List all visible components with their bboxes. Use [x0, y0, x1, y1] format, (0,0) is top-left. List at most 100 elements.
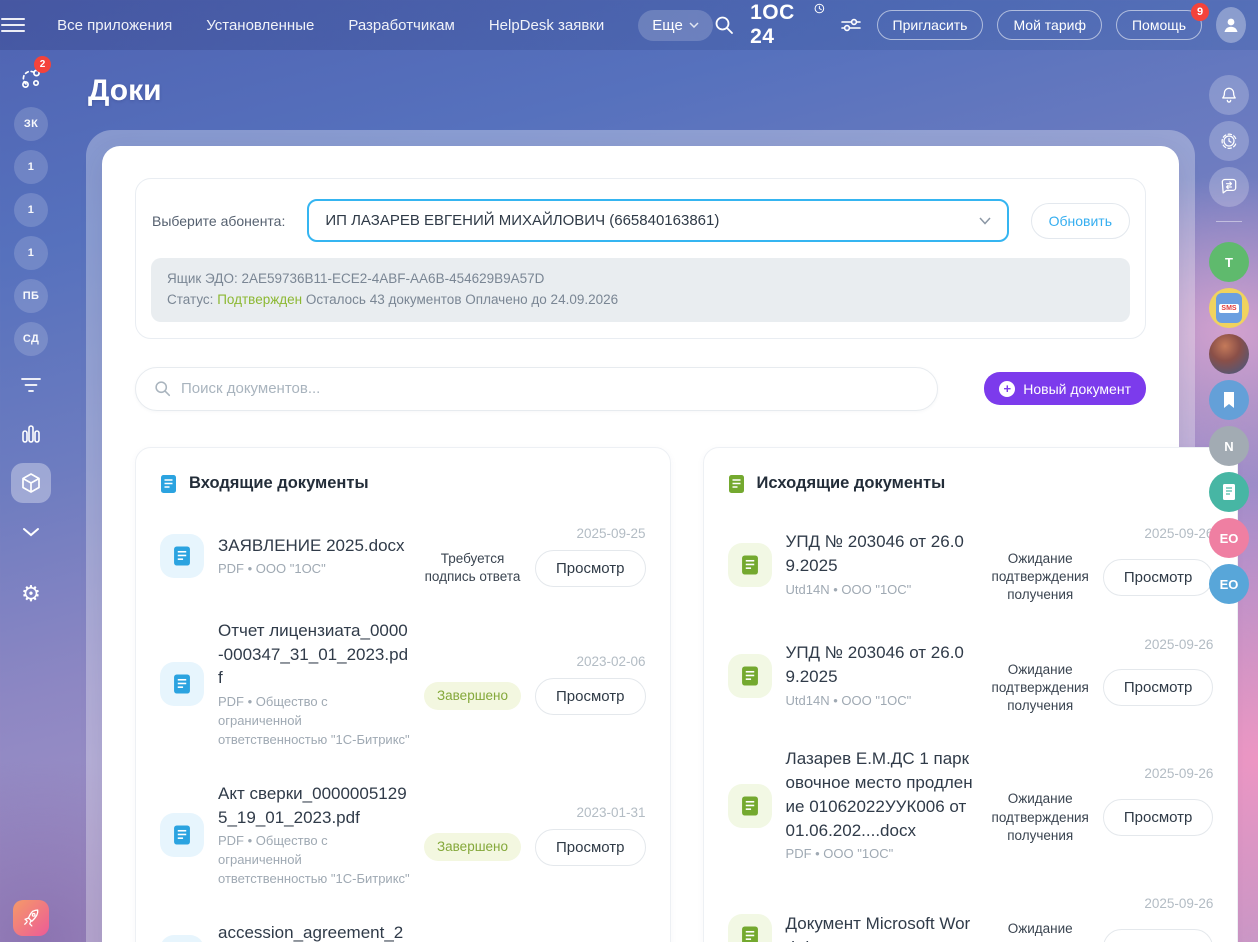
remaining-docs: Осталось 43 документов	[305, 291, 462, 307]
avatar-n[interactable]: N	[1209, 426, 1249, 466]
document-title: Акт сверки_00000051295_19_01_2023.pdf	[218, 783, 407, 827]
document-title: УПД № 203046 от 26.09.2025	[785, 532, 964, 576]
view-button[interactable]: Просмотр	[535, 828, 646, 866]
search-field[interactable]	[135, 366, 939, 411]
search-icon[interactable]	[713, 11, 736, 39]
settings-gear-icon[interactable]: ⚙	[21, 582, 41, 607]
sidebar-item-1b[interactable]: 1	[14, 193, 48, 227]
new-document-button[interactable]: + Новый документ	[984, 372, 1146, 406]
document-title: Документ Microsoft Word.docx	[785, 913, 971, 942]
sidebar-item-sd[interactable]: СД	[14, 322, 48, 356]
bell-icon[interactable]	[1209, 75, 1249, 115]
status-label: Статус:	[167, 291, 214, 307]
document-row: Лазарев Е.М.ДС 1 парковочное место продл…	[727, 747, 1214, 864]
docs-toolbar: + Новый документ	[135, 366, 1146, 411]
help-badge: 9	[1191, 3, 1210, 21]
nav-all-apps[interactable]: Все приложения	[57, 16, 173, 34]
main-content: Доки Выберите абонента: ИП ЛАЗАРЕВ ЕВГЕН…	[62, 50, 1258, 942]
view-button[interactable]: Просмотр	[1102, 929, 1214, 942]
integrations-icon[interactable]: 2	[11, 56, 51, 98]
document-icon	[160, 813, 204, 858]
page-title: Доки	[88, 74, 162, 107]
subscriber-select[interactable]: ИП ЛАЗАРЕВ ЕВГЕНИЙ МИХАЙЛОВИЧ (665840163…	[307, 199, 1009, 242]
document-meta: PDF • ООО "1ОС"	[785, 846, 894, 862]
view-button[interactable]: Просмотр	[1102, 558, 1214, 596]
document-columns: Входящие документы ЗАЯВЛЕНИЕ 2025.docx P…	[135, 446, 1239, 942]
note-doc-icon[interactable]	[1209, 472, 1249, 512]
sidebar-item-zk[interactable]: ЗК	[14, 107, 48, 141]
nav-installed[interactable]: Установленные	[206, 16, 315, 34]
view-button[interactable]: Просмотр	[535, 677, 646, 715]
document-row: Акт сверки_00000051295_19_01_2023.pdf PD…	[160, 782, 646, 889]
nav-helpdesk[interactable]: HelpDesk заявки	[488, 16, 605, 34]
document-icon	[160, 534, 204, 579]
funnel-icon[interactable]	[11, 365, 51, 405]
document-meta: PDF • Общество с ограниченной ответствен…	[218, 694, 410, 747]
avatar-eo-blue[interactable]: ЕО	[1209, 564, 1249, 604]
top-bar: Все приложения Установленные Разработчик…	[0, 0, 1258, 50]
view-button[interactable]: Просмотр	[1102, 669, 1214, 707]
document-date: 2023-01-31	[576, 804, 646, 820]
document-date: 2025-09-26	[1144, 896, 1214, 912]
sidebar-item-1a[interactable]: 1	[14, 150, 48, 184]
document-meta: PDF • ООО "1ОС"	[218, 561, 326, 577]
incoming-documents-card: Входящие документы ЗАЯВЛЕНИЕ 2025.docx P…	[135, 446, 671, 942]
subscriber-label: Выберите абонента:	[152, 212, 286, 229]
search-input[interactable]	[181, 380, 920, 398]
document-icon	[727, 913, 772, 942]
chat-transfer-icon[interactable]	[1209, 167, 1249, 207]
sms-app-icon[interactable]: SMS	[1209, 288, 1249, 328]
document-status-badge: Завершено	[424, 833, 522, 862]
document-title: accession_agreement_2022_919015_20230201…	[218, 922, 404, 942]
bookmark-icon[interactable]	[1209, 380, 1249, 420]
document-date: 2025-09-25	[576, 525, 646, 541]
view-button[interactable]: Просмотр	[535, 549, 646, 587]
document-row: accession_agreement_2022_919015_20230201…	[160, 921, 646, 942]
stats-icon[interactable]	[11, 414, 51, 454]
view-button[interactable]: Просмотр	[1102, 799, 1214, 837]
document-status: Ожидание подтверждения получения	[992, 921, 1089, 942]
docs-app-icon[interactable]	[11, 463, 51, 503]
sidebar-item-pb[interactable]: ПБ	[14, 279, 48, 313]
photo-avatar[interactable]	[1209, 334, 1249, 374]
top-nav: Все приложения Установленные Разработчик…	[57, 9, 713, 41]
invite-button[interactable]: Пригласить	[876, 10, 984, 40]
document-meta: PDF • Общество с ограниченной ответствен…	[218, 833, 410, 887]
document-row: УПД № 203046 от 26.09.2025 Utd14N • ООО …	[727, 525, 1214, 605]
rocket-icon[interactable]	[13, 900, 49, 936]
nav-more-button[interactable]: Еще	[638, 9, 713, 41]
tariff-button[interactable]: Мой тариф	[997, 10, 1102, 40]
document-meta: Utd14N • ООО "1ОС"	[785, 692, 912, 708]
subscriber-selected-value: ИП ЛАЗАРЕВ ЕВГЕНИЙ МИХАЙЛОВИЧ (665840163…	[325, 212, 720, 229]
avatar-t[interactable]: Т	[1209, 242, 1249, 282]
integrations-badge: 2	[34, 56, 51, 73]
user-avatar[interactable]	[1216, 7, 1246, 43]
document-status: Ожидание подтверждения получения	[991, 661, 1089, 713]
document-icon	[160, 934, 204, 942]
new-document-label: Новый документ	[1023, 380, 1131, 397]
nav-more-label: Еще	[652, 16, 683, 34]
nav-developers[interactable]: Разработчикам	[348, 16, 455, 34]
document-date: 2025-09-26	[1144, 525, 1214, 541]
sidebar-item-1c[interactable]: 1	[14, 236, 48, 270]
outgoing-doc-icon	[728, 474, 744, 493]
history-icon[interactable]	[1209, 121, 1249, 161]
help-button[interactable]: Помощь 9	[1115, 3, 1210, 40]
edo-status-box: Ящик ЭДО: 2AE59736B11-ECE2-4ABF-AA6B-454…	[151, 258, 1130, 322]
document-row: ЗАЯВЛЕНИЕ 2025.docx PDF • ООО "1ОС" 2025…	[160, 526, 646, 587]
topbar-right: 1ОС 24 Пригласить Мой тариф Помощь 9	[713, 1, 1258, 49]
incoming-doc-icon	[161, 474, 176, 493]
document-title: ЗАЯВЛЕНИЕ 2025.docx	[218, 535, 405, 555]
document-icon	[727, 653, 772, 698]
chevron-down-icon	[979, 216, 991, 225]
filters-icon[interactable]	[839, 11, 862, 39]
menu-icon[interactable]	[0, 14, 25, 36]
chevron-down-icon	[689, 22, 699, 28]
refresh-button[interactable]: Обновить	[1030, 202, 1130, 239]
document-date: 2025-09-26	[1144, 636, 1214, 652]
edo-mailbox: Ящик ЭДО: 2AE59736B11-ECE2-4ABF-AA6B-454…	[167, 271, 545, 286]
avatar-eo-pink[interactable]: ЕО	[1209, 518, 1249, 558]
content-wrapper: Выберите абонента: ИП ЛАЗАРЕВ ЕВГЕНИЙ МИ…	[86, 130, 1239, 942]
chevron-down-icon[interactable]	[11, 512, 51, 552]
document-title: Лазарев Е.М.ДС 1 парковочное место продл…	[785, 749, 973, 840]
